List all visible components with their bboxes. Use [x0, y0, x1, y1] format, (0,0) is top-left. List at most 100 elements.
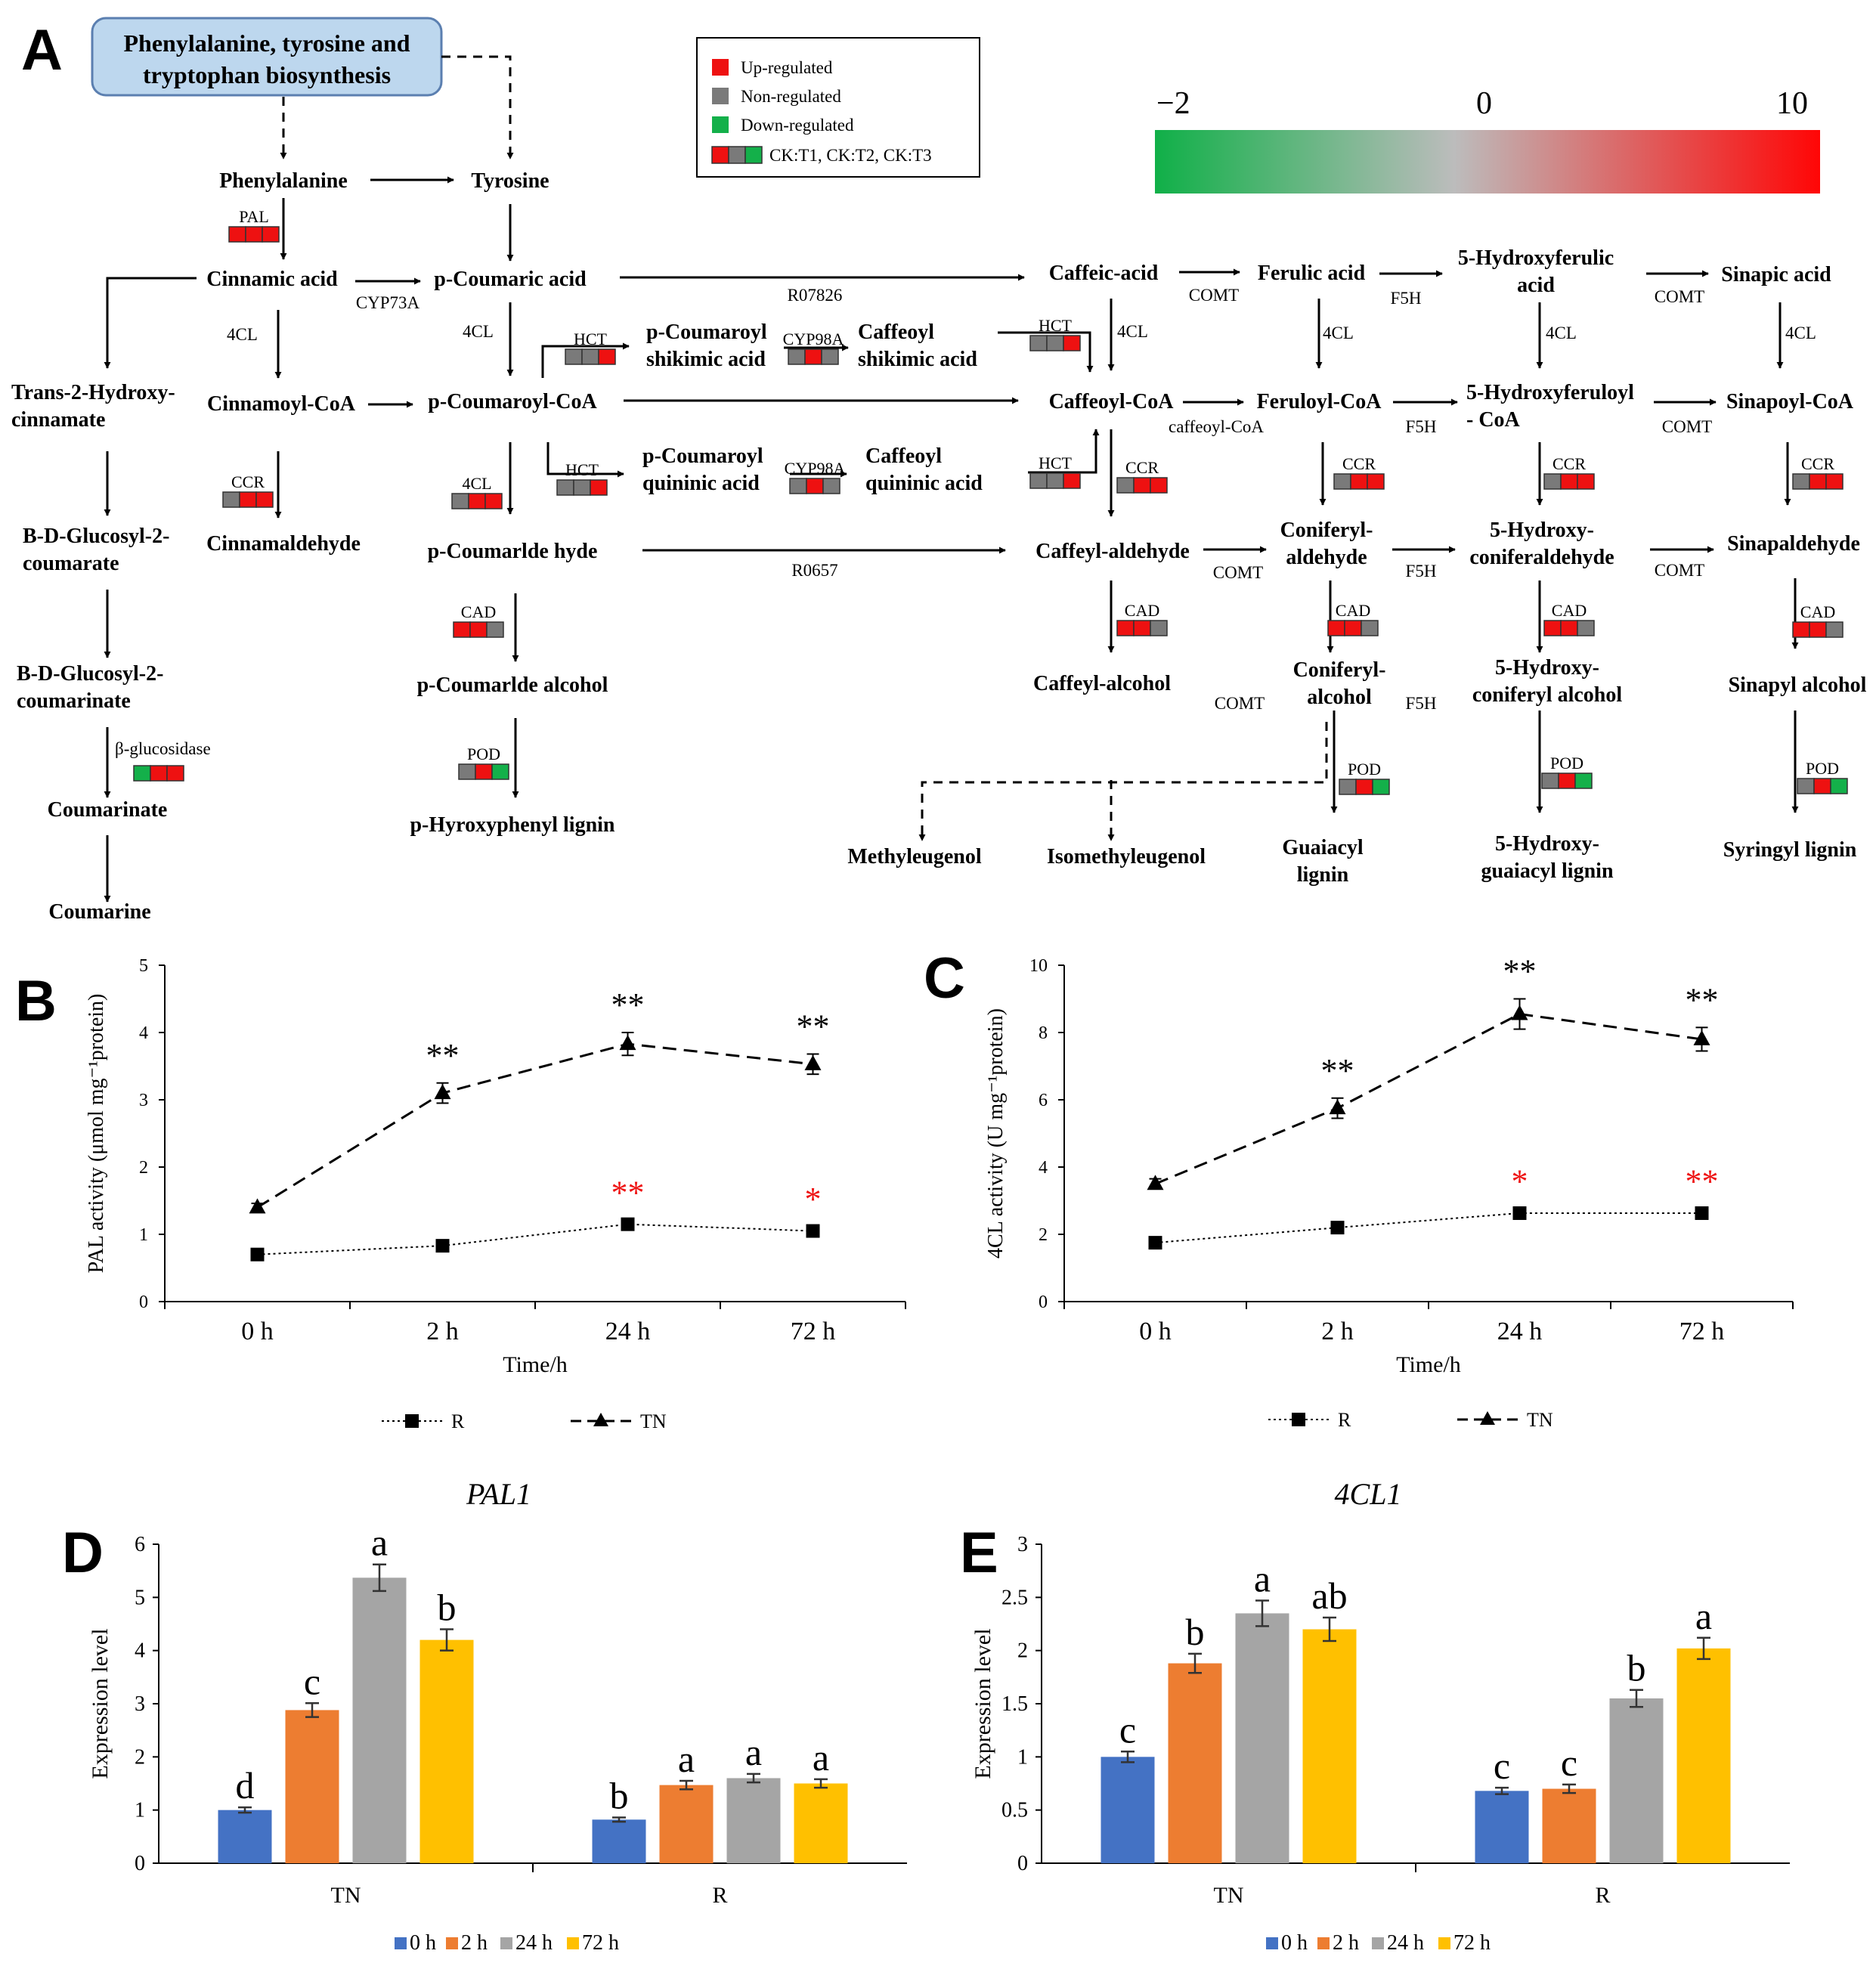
- gene-box-cell: [1350, 473, 1368, 490]
- gene-box-cell: [822, 478, 840, 494]
- gene-box-g8: CCR: [222, 472, 274, 508]
- compound-pcqa-line-1: p-Coumaroyl: [642, 444, 763, 468]
- gene-box-cell: [788, 348, 806, 365]
- data-point-TN: [1693, 1029, 1710, 1045]
- gene-box-cell: [1133, 477, 1151, 494]
- significance-mark: **: [1321, 1052, 1354, 1089]
- gene-box-g4: HCT: [1029, 316, 1081, 351]
- x-tick-label: 2 h: [426, 1317, 459, 1345]
- legend-swatch: [1266, 1937, 1278, 1949]
- y-tick-label: 1: [1017, 1745, 1028, 1769]
- y-tick-label: 2.5: [1001, 1586, 1028, 1609]
- enzyme-label-e11: 4CL: [1785, 324, 1816, 342]
- data-point-R: [250, 1247, 265, 1262]
- color-scale: −2 0 10: [1155, 86, 1820, 194]
- gene-box-cell: [1372, 779, 1390, 795]
- gene-box-cell: [1046, 335, 1064, 351]
- gene-box-cell: [1560, 620, 1578, 636]
- significance-mark: **: [797, 1008, 830, 1045]
- significance-letter: a: [813, 1736, 829, 1779]
- gene-box-g11: CCR: [1333, 454, 1385, 490]
- compound-cin-line-1: Cinnamic acid: [206, 268, 338, 291]
- bar-72h: [1302, 1629, 1357, 1863]
- gene-box-label: HCT: [1039, 454, 1073, 472]
- gene-box-cell: [1543, 620, 1562, 636]
- x-axis-title: Time/h: [1396, 1352, 1461, 1377]
- compound-hgualig-line-2: guaiacyl lignin: [1481, 859, 1613, 883]
- bar-24h: [352, 1577, 407, 1863]
- gene-box-cell: [565, 348, 583, 365]
- gene-box-cell: [1577, 620, 1595, 636]
- x-tick-label: 72 h: [791, 1317, 836, 1345]
- gene-box-cell: [150, 765, 168, 782]
- data-point-TN: [804, 1054, 822, 1070]
- gene-box-cell: [469, 621, 488, 638]
- bar-0h: [592, 1819, 646, 1863]
- gene-box-cell: [166, 765, 184, 782]
- legend-swatch: [395, 1937, 407, 1949]
- compound-hconald-line-2: coniferaldehyde: [1469, 546, 1614, 569]
- significance-letter: b: [438, 1587, 457, 1629]
- significance-letter: a: [1254, 1558, 1271, 1600]
- gene-box-cell: [1116, 477, 1135, 494]
- enzyme-labels: CYP73A R07826 COMT F5H COMT 4CL 4CL 4CL 4CL 4CL 4C…: [115, 286, 1816, 758]
- compound-t2h-line-1: Trans-2-Hydroxy-: [11, 381, 175, 404]
- significance-mark: **: [1503, 953, 1537, 990]
- gene-box-cell: [262, 226, 280, 243]
- gene-box-label: HCT: [565, 460, 599, 479]
- compound-conalc-line-2: alcohol: [1307, 686, 1372, 709]
- start-box-line-1: Phenylalanine, tyrosine and: [123, 29, 410, 57]
- y-tick-label: 10: [1029, 956, 1048, 976]
- legend-non-swatch: [712, 88, 729, 104]
- legend-non-label: Non-regulated: [741, 87, 841, 106]
- data-point-R: [1330, 1221, 1345, 1235]
- data-point-R: [1695, 1206, 1709, 1220]
- y-tick-label: 3: [1017, 1533, 1028, 1556]
- gene-box-cell: [598, 348, 616, 365]
- x-tick-label: 2 h: [1321, 1317, 1354, 1345]
- legend-label-TN: TN: [640, 1410, 667, 1432]
- gene-box-cell: [133, 765, 151, 782]
- significance-letter: c: [1494, 1745, 1510, 1787]
- series-line-R: [1155, 1212, 1702, 1244]
- gene-box-g6: CYP98A: [785, 459, 845, 494]
- y-tick-label: 0: [135, 1852, 145, 1875]
- color-scale-bar: [1155, 130, 1820, 194]
- pathway-arrows: [104, 55, 1799, 903]
- compound-fercoa-line-1: Feruloyl-CoA: [1257, 390, 1382, 413]
- data-point-TN: [434, 1084, 451, 1100]
- data-point-TN: [1329, 1099, 1346, 1115]
- legend-swatch: [500, 1937, 512, 1949]
- gene-box-cell: [486, 621, 504, 638]
- compound-pcsa-line-1: p-Coumaroyl: [646, 320, 767, 344]
- gene-box-cell: [1809, 473, 1827, 490]
- gene-box-cell: [1541, 772, 1559, 789]
- y-tick-label: 3: [139, 1091, 148, 1110]
- enzyme-label-e20: F5H: [1406, 694, 1437, 713]
- gene-box-cell: [239, 491, 257, 508]
- gene-box-cell: [1574, 772, 1593, 789]
- gene-box-g14: CAD: [453, 602, 504, 638]
- bar-2h: [659, 1785, 714, 1863]
- chart-title: PAL1: [466, 1477, 531, 1511]
- legend-down-swatch: [712, 116, 729, 133]
- category-label: R: [1595, 1883, 1610, 1908]
- gene-box-g2: HCT: [565, 330, 616, 365]
- gene-box-cell: [1333, 473, 1351, 490]
- gene-box-g3: CYP98A: [783, 330, 844, 365]
- y-tick-label: 8: [1039, 1023, 1048, 1043]
- compound-coum-line-1: Coumarine: [48, 900, 150, 924]
- gene-box-g12: CCR: [1543, 454, 1595, 490]
- significance-letter: b: [1627, 1647, 1646, 1689]
- gene-box-cell: [228, 226, 246, 243]
- compound-conald-line-1: Coniferyl-: [1280, 519, 1373, 542]
- legend-swatch: [1438, 1937, 1450, 1949]
- compound-cinald-line-1: Cinnamaldehyde: [206, 532, 361, 556]
- gene-box-cell: [475, 763, 493, 780]
- data-point-R: [621, 1217, 635, 1231]
- gene-box-label: POD: [1806, 759, 1839, 778]
- enzyme-label-e8: 4CL: [1117, 322, 1148, 341]
- bar-2h: [1168, 1663, 1222, 1863]
- y-tick-label: 6: [135, 1533, 145, 1556]
